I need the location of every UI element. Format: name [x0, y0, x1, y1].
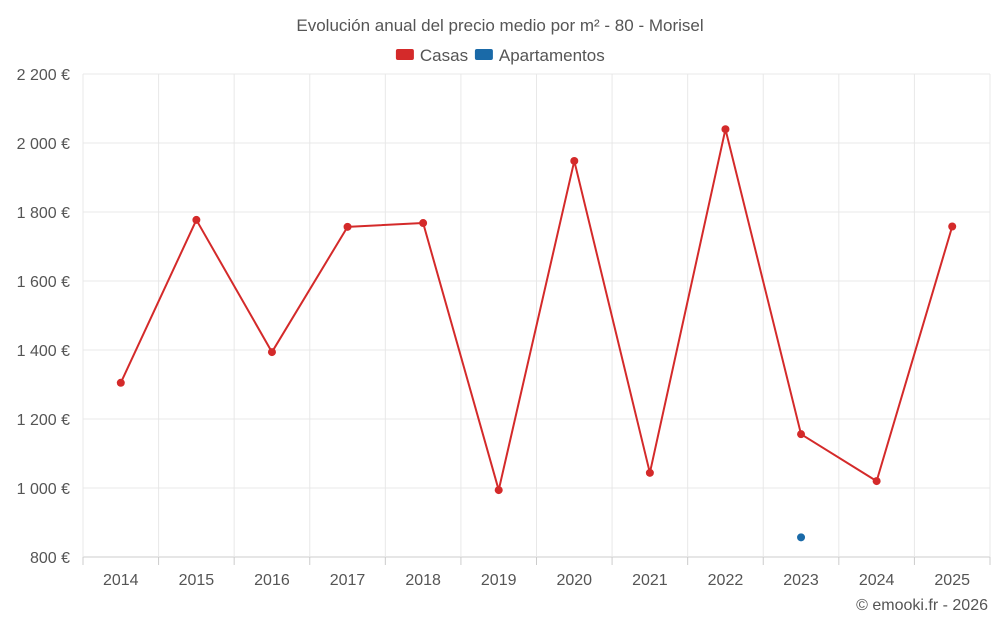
data-point[interactable]	[192, 215, 201, 224]
x-tick-label: 2020	[556, 572, 592, 589]
y-tick-label: 2 000 €	[17, 136, 70, 153]
series-casas	[116, 125, 957, 495]
x-tick-label: 2015	[179, 572, 215, 589]
series-apartamentos	[797, 533, 806, 542]
legend-label: Casas	[420, 46, 468, 65]
data-point[interactable]	[267, 348, 276, 357]
data-point[interactable]	[343, 222, 352, 231]
data-point[interactable]	[570, 156, 579, 165]
data-point[interactable]	[797, 430, 806, 439]
y-tick-label: 1 200 €	[17, 412, 70, 429]
data-point[interactable]	[948, 222, 957, 231]
legend-swatch	[474, 49, 493, 60]
x-tick-label: 2025	[934, 572, 970, 589]
x-axis-ticks: 2014 2015 2016 2017 2018 2019 2020 2021 2022 2023…	[103, 572, 970, 589]
chart-title: Evolución anual del precio medio por m² …	[296, 16, 703, 35]
data-point[interactable]	[494, 486, 503, 495]
data-point[interactable]	[872, 477, 881, 486]
data-point[interactable]	[797, 533, 806, 542]
y-axis-ticks: 800 € 1 000 € 1 200 € 1 400 € 1 600 € 1 800 €…	[17, 67, 70, 567]
y-tick-label: 800 €	[30, 550, 70, 567]
series-layer	[116, 125, 957, 542]
series-line	[119, 128, 954, 492]
y-tick-label: 1 800 €	[17, 205, 70, 222]
x-tick-label: 2017	[330, 572, 366, 589]
y-tick-label: 1 600 €	[17, 274, 70, 291]
x-tick-label: 2022	[708, 572, 744, 589]
data-point[interactable]	[645, 468, 654, 477]
data-point[interactable]	[116, 378, 125, 387]
credit-text: © emooki.fr - 2026	[856, 597, 988, 614]
x-tick-label: 2016	[254, 572, 290, 589]
y-tick-label: 1 000 €	[17, 481, 70, 498]
x-tick-label: 2021	[632, 572, 668, 589]
legend-item-casas[interactable]: Casas	[395, 46, 468, 65]
legend-swatch	[395, 49, 414, 60]
x-tick-label: 2019	[481, 572, 517, 589]
data-point[interactable]	[721, 125, 730, 134]
data-point[interactable]	[419, 219, 428, 228]
legend-label: Apartamentos	[499, 46, 605, 65]
legend: Casas Apartamentos	[395, 46, 605, 65]
x-gridlines	[82, 74, 991, 565]
x-tick-label: 2023	[783, 572, 819, 589]
y-tick-label: 1 400 €	[17, 343, 70, 360]
x-tick-label: 2018	[405, 572, 441, 589]
x-tick-label: 2014	[103, 572, 139, 589]
x-tick-label: 2024	[859, 572, 895, 589]
legend-item-apartamentos[interactable]: Apartamentos	[474, 46, 605, 65]
y-tick-label: 2 200 €	[17, 67, 70, 84]
